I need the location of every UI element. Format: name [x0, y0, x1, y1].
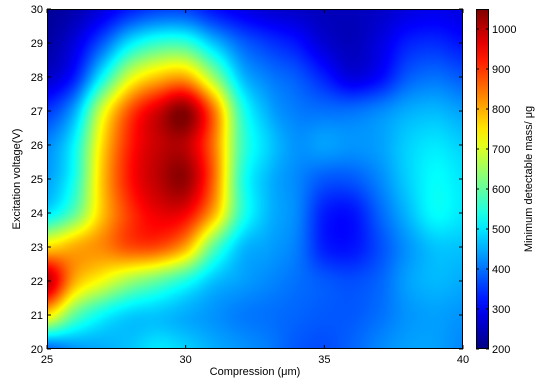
- colorbar-tick-label: 500: [492, 224, 510, 236]
- x-axis-label: Compression (μm): [210, 366, 301, 378]
- y-tick-label: 23: [31, 242, 43, 254]
- y-axis-label: Excitation voltage(V): [11, 129, 23, 230]
- y-tick-label: 24: [31, 208, 43, 220]
- y-tick-label: 20: [31, 344, 43, 356]
- y-tick-label: 27: [31, 106, 43, 118]
- colorbar-label: Minimum detectable mass/ μg: [523, 106, 535, 252]
- heatmap-image: [47, 9, 463, 349]
- y-tick-label: 28: [31, 72, 43, 84]
- x-tick-label: 30: [180, 354, 192, 366]
- colorbar-tick-label: 400: [492, 264, 510, 276]
- colorbar-ticks: 200 300 400 500 600 700 800 900 1000: [476, 24, 516, 356]
- colorbar-tick-label: 900: [492, 64, 510, 76]
- colorbar-tick-label: 1000: [492, 24, 516, 36]
- x-tick-label: 25: [41, 354, 53, 366]
- colorbar-tick-label: 200: [492, 344, 510, 356]
- x-tick-label: 35: [318, 354, 330, 366]
- y-tick-label: 25: [31, 174, 43, 186]
- colorbar-tick-label: 800: [492, 104, 510, 116]
- y-tick-label: 30: [31, 4, 43, 16]
- colorbar-tick-label: 600: [492, 184, 510, 196]
- y-tick-label: 22: [31, 276, 43, 288]
- y-axis-ticks: 20 21 22 23 24 25 26 27 28 29 30: [31, 4, 463, 356]
- y-tick-label: 29: [31, 38, 43, 50]
- x-axis-ticks: 25 30 35 40: [41, 9, 469, 366]
- colorbar: [476, 9, 489, 349]
- colorbar-tick-label: 700: [492, 144, 510, 156]
- x-tick-label: 40: [457, 354, 469, 366]
- y-tick-label: 21: [31, 310, 43, 322]
- colorbar-frame: [476, 9, 489, 349]
- colorbar-tick-label: 300: [492, 304, 510, 316]
- y-tick-label: 26: [31, 140, 43, 152]
